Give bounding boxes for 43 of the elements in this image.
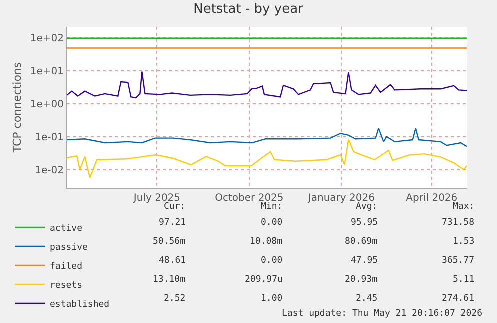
text: Cur:	[164, 202, 186, 212]
chart-title: Netstat - by year	[194, 2, 304, 18]
legend-label: established	[50, 300, 110, 310]
x-tick-label: July 2025	[132, 193, 181, 204]
text: 50.56m	[153, 237, 186, 247]
text: 5.11	[453, 275, 475, 285]
text: 95.95	[351, 218, 378, 228]
text: 209.97u	[245, 275, 283, 285]
text: Max:	[453, 202, 475, 212]
line-series	[67, 71, 467, 99]
text: 274.61	[442, 294, 475, 304]
text: Last update: Thu May 21 20:16:07 2026	[282, 309, 482, 319]
y-tick-label: 1e+00	[30, 99, 64, 110]
line-series	[67, 128, 467, 148]
text: Min:	[261, 202, 283, 212]
text: Avg:	[356, 202, 378, 212]
text: 0.00	[261, 256, 283, 266]
legend-label: failed	[50, 262, 83, 272]
x-tick-label: April 2026	[406, 193, 458, 204]
text: 2.52	[164, 294, 186, 304]
y-tick-label: 1e+01	[30, 66, 64, 78]
text: 365.77	[442, 256, 475, 266]
legend-label: passive	[50, 243, 88, 254]
y-tick-label: 1e-01	[35, 132, 64, 144]
text: 48.61	[159, 256, 186, 266]
text: 2.45	[356, 294, 378, 304]
y-tick-label: 1e-02	[35, 165, 64, 176]
y-axis-title: TCP connections	[11, 62, 24, 154]
text: 1.00	[261, 294, 283, 304]
text: 20.93m	[345, 275, 378, 285]
text: 80.69m	[345, 237, 378, 247]
text: 13.10m	[153, 275, 186, 285]
legend-label: resets	[50, 281, 83, 292]
text: 731.58	[442, 218, 475, 228]
text: 10.08m	[250, 237, 283, 247]
x-tick-label: January 2026	[307, 193, 375, 204]
line-series	[67, 138, 467, 178]
text: 1.53	[453, 237, 475, 247]
y-tick-label: 1e+02	[30, 33, 64, 44]
legend-label: active	[50, 224, 83, 234]
text: 47.95	[351, 256, 378, 266]
text: 97.21	[159, 218, 186, 228]
text: 0.00	[261, 218, 283, 228]
